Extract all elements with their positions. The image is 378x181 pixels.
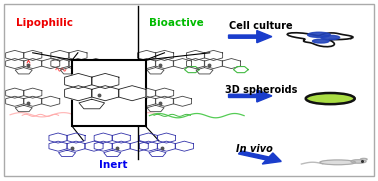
Polygon shape (147, 68, 164, 74)
Polygon shape (155, 88, 174, 98)
Polygon shape (155, 50, 174, 60)
Ellipse shape (308, 32, 330, 37)
Polygon shape (104, 150, 121, 157)
Polygon shape (186, 58, 204, 69)
Polygon shape (229, 90, 272, 102)
Polygon shape (239, 151, 281, 164)
Polygon shape (174, 58, 192, 69)
Polygon shape (139, 133, 158, 143)
Polygon shape (184, 67, 199, 73)
Polygon shape (157, 141, 175, 151)
Polygon shape (42, 96, 60, 106)
Polygon shape (67, 133, 85, 143)
Polygon shape (138, 58, 156, 69)
Polygon shape (94, 133, 112, 143)
Polygon shape (23, 88, 42, 98)
Polygon shape (149, 150, 166, 157)
Polygon shape (112, 133, 130, 143)
Polygon shape (6, 88, 24, 98)
Polygon shape (138, 50, 156, 60)
Polygon shape (60, 68, 77, 74)
Polygon shape (59, 150, 76, 157)
Polygon shape (42, 58, 60, 69)
Polygon shape (155, 96, 174, 106)
Text: Cell culture: Cell culture (229, 21, 292, 31)
Polygon shape (138, 88, 156, 98)
Polygon shape (118, 86, 146, 101)
Polygon shape (229, 31, 272, 43)
Polygon shape (49, 133, 67, 143)
Polygon shape (23, 58, 42, 69)
Polygon shape (138, 96, 156, 106)
Polygon shape (85, 141, 103, 151)
Ellipse shape (321, 35, 340, 40)
Polygon shape (222, 58, 240, 69)
Polygon shape (112, 141, 130, 151)
Polygon shape (204, 50, 223, 60)
Polygon shape (69, 58, 87, 69)
Polygon shape (51, 58, 69, 69)
Polygon shape (69, 50, 87, 60)
Polygon shape (23, 50, 42, 60)
Polygon shape (139, 141, 158, 151)
Polygon shape (196, 68, 213, 74)
Polygon shape (87, 58, 105, 69)
Text: Inert: Inert (99, 160, 128, 170)
Polygon shape (204, 58, 223, 69)
Polygon shape (287, 33, 353, 47)
Polygon shape (65, 73, 92, 89)
Polygon shape (186, 50, 204, 60)
Ellipse shape (320, 160, 356, 165)
Polygon shape (49, 141, 67, 151)
Text: Lipophilic: Lipophilic (16, 18, 73, 28)
Polygon shape (234, 67, 248, 73)
Polygon shape (15, 68, 32, 74)
Polygon shape (15, 105, 32, 112)
Polygon shape (91, 86, 119, 101)
Polygon shape (65, 86, 92, 101)
Polygon shape (155, 58, 174, 69)
Polygon shape (6, 58, 24, 69)
Polygon shape (175, 141, 194, 151)
Polygon shape (174, 96, 192, 106)
Text: In vivo: In vivo (236, 144, 273, 154)
Polygon shape (94, 141, 112, 151)
Text: 3D spheroids: 3D spheroids (225, 85, 297, 95)
Polygon shape (6, 96, 24, 106)
Polygon shape (91, 73, 119, 89)
Polygon shape (23, 96, 42, 106)
Polygon shape (157, 133, 175, 143)
Polygon shape (51, 50, 69, 60)
Polygon shape (6, 50, 24, 60)
Ellipse shape (313, 39, 329, 43)
Polygon shape (79, 99, 105, 109)
Polygon shape (67, 141, 85, 151)
Polygon shape (147, 105, 164, 112)
Text: Bioactive: Bioactive (149, 18, 204, 28)
Polygon shape (130, 141, 148, 151)
Ellipse shape (306, 93, 355, 104)
Ellipse shape (351, 160, 366, 163)
Ellipse shape (360, 158, 367, 160)
Bar (72, 60, 146, 126)
